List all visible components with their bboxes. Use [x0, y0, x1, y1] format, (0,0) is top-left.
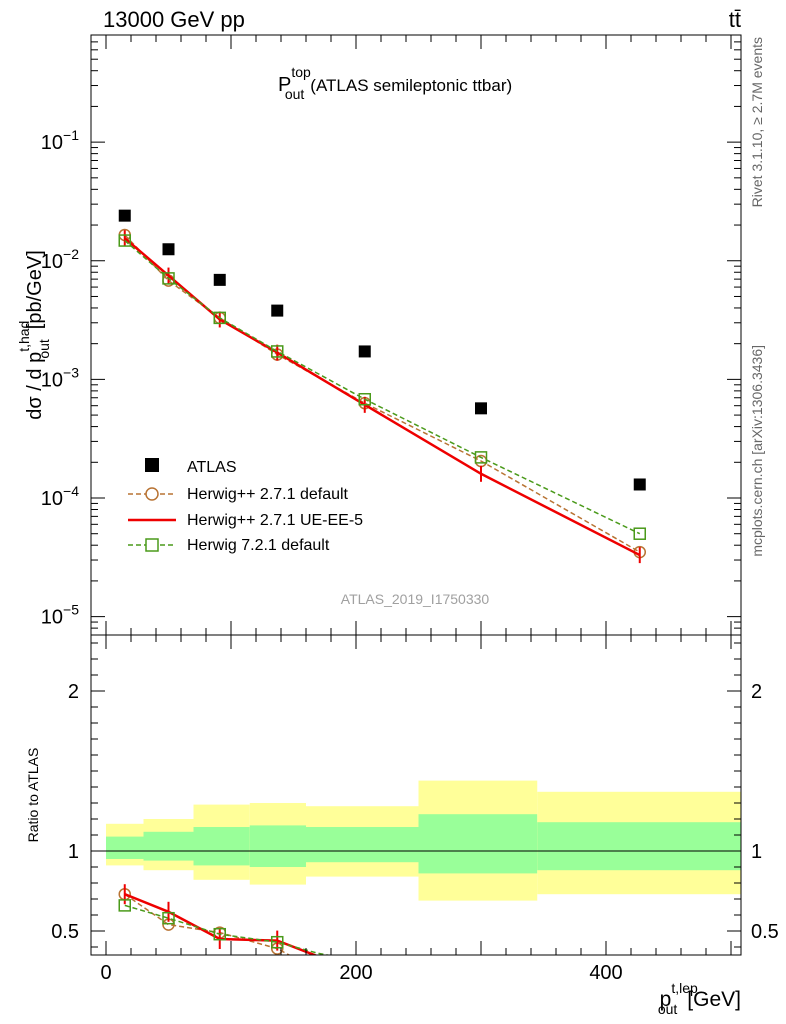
atlas-data-point [213, 273, 226, 286]
x-tick-label: 200 [339, 962, 372, 984]
atlas-data-point [358, 345, 371, 358]
herwig7-point [271, 345, 284, 358]
ylabel-sup: t,had [16, 321, 32, 352]
green-uncertainty-band [249, 825, 306, 867]
ratio-y-axis-label: Ratio to ATLAS [25, 748, 41, 843]
ratio-uncertainty-bands [106, 780, 741, 901]
ratio-y-tick-label-left: 1 [68, 841, 79, 863]
ylabel-prefix: dσ / d p [24, 352, 46, 420]
series-line-2 [123, 237, 641, 557]
main-y-tick-label: 10−3 [41, 364, 79, 391]
series-line-3 [124, 240, 641, 535]
herwig7-point [213, 311, 226, 325]
x-tick-label: 400 [589, 962, 622, 984]
main-y-tick-label: 10−5 [41, 602, 79, 629]
atlas-data-point [475, 402, 487, 415]
legend-label-atlas: ATLAS [187, 459, 237, 476]
analysis-watermark: ATLAS_2019_I1750330 [341, 591, 490, 607]
ratio-y-tick-label-right: 2 [751, 681, 762, 703]
title-sub: out [285, 86, 305, 102]
herwig7-point [162, 272, 175, 285]
ratio-y-tick-label-left: 0.5 [51, 921, 79, 943]
series-line-1 [124, 234, 641, 553]
legend-marker-herwig7 [145, 538, 159, 552]
ratio-herwig7-point [213, 927, 226, 941]
green-uncertainty-band [306, 827, 419, 863]
atlas-data-point [118, 209, 131, 222]
title-sup: top [291, 64, 311, 80]
chart-title: Ptop out (ATLAS semileptonic ttbar) [278, 64, 512, 102]
collision-energy-label: 13000 GeV pp [103, 7, 245, 32]
ylabel-suffix: [pb/GeV] [24, 250, 46, 329]
legend-marker-herwigpp-default [145, 487, 159, 501]
ratio-y-tick-label-left: 2 [68, 681, 79, 703]
rivet-version-label: Rivet 3.1.10, ≥ 2.7M events [749, 37, 765, 207]
legend-label-herwigpp-default: Herwig++ 2.7.1 default [187, 486, 349, 503]
ratio-plot-frame [90, 634, 742, 956]
ratio-herwig7-point [271, 935, 284, 949]
xlabel-sup: t,lep [671, 980, 698, 996]
atlas-data-point [633, 478, 646, 491]
legend-label-herwigpp-ueee5: Herwig++ 2.7.1 UE-EE-5 [187, 512, 363, 529]
main-y-axis-label: dσ / d pt,had out [pb/GeV] [16, 250, 52, 420]
title-main: P [278, 74, 291, 96]
green-uncertainty-band [143, 831, 194, 861]
xlabel-prefix: p [660, 988, 672, 1011]
green-uncertainty-band [106, 836, 144, 859]
ratio-panel: 0.5 0.5 1 1 2 2 0 200 400 Ratio to ATLAS pt,lep… [25, 634, 779, 1017]
ratio-axis-ticks [91, 635, 741, 955]
herwig7-point [118, 234, 131, 247]
title-rest: (ATLAS semileptonic ttbar) [310, 76, 512, 95]
ratio-y-tick-label-right: 0.5 [751, 921, 779, 943]
herwig7-point [474, 451, 488, 464]
atlas-data-point [162, 243, 175, 256]
main-series-layer [118, 209, 646, 564]
x-axis-label: pt,lep out [GeV] [658, 980, 741, 1017]
main-panel: 10−1 10−2 10−3 10−4 10−5 Ptop out (ATLAS semil… [16, 34, 742, 636]
xlabel-sub: out [658, 1001, 678, 1017]
ylabel-sub: out [36, 339, 52, 359]
main-y-tick-label: 10−2 [41, 246, 79, 273]
main-axis-ticks [91, 34, 741, 636]
herwig7-point [358, 392, 371, 406]
legend: ATLAS Herwig++ 2.7.1 default Herwig++ 2.… [128, 458, 363, 554]
main-y-tick-labels: 10−1 10−2 10−3 10−4 10−5 [41, 127, 79, 628]
process-label: tt̄ [729, 7, 741, 32]
ratio-series-layer [118, 884, 332, 955]
ratio-y-tick-label-right: 1 [751, 841, 762, 863]
ratio-herwig7-point [118, 899, 131, 912]
ratio-y-tick-labels: 0.5 0.5 1 1 2 2 [51, 681, 779, 943]
main-y-tick-label: 10−4 [41, 483, 79, 510]
legend-marker-atlas [145, 458, 159, 472]
main-y-tick-label: 10−1 [41, 127, 79, 154]
legend-label-herwig7: Herwig 7.2.1 default [187, 537, 330, 554]
green-uncertainty-band [193, 827, 250, 866]
x-tick-labels: 0 200 400 [100, 962, 622, 984]
atlas-data-point [271, 304, 284, 317]
green-uncertainty-band [418, 814, 538, 874]
x-tick-label: 0 [100, 962, 111, 984]
mcplots-source-label: mcplots.cern.ch [arXiv:1306.3436] [749, 345, 765, 557]
ratio-herwig7-point [162, 911, 175, 925]
green-uncertainty-band [537, 822, 741, 871]
herwig7-point [633, 527, 646, 540]
xlabel-suffix: [GeV] [687, 988, 741, 1011]
